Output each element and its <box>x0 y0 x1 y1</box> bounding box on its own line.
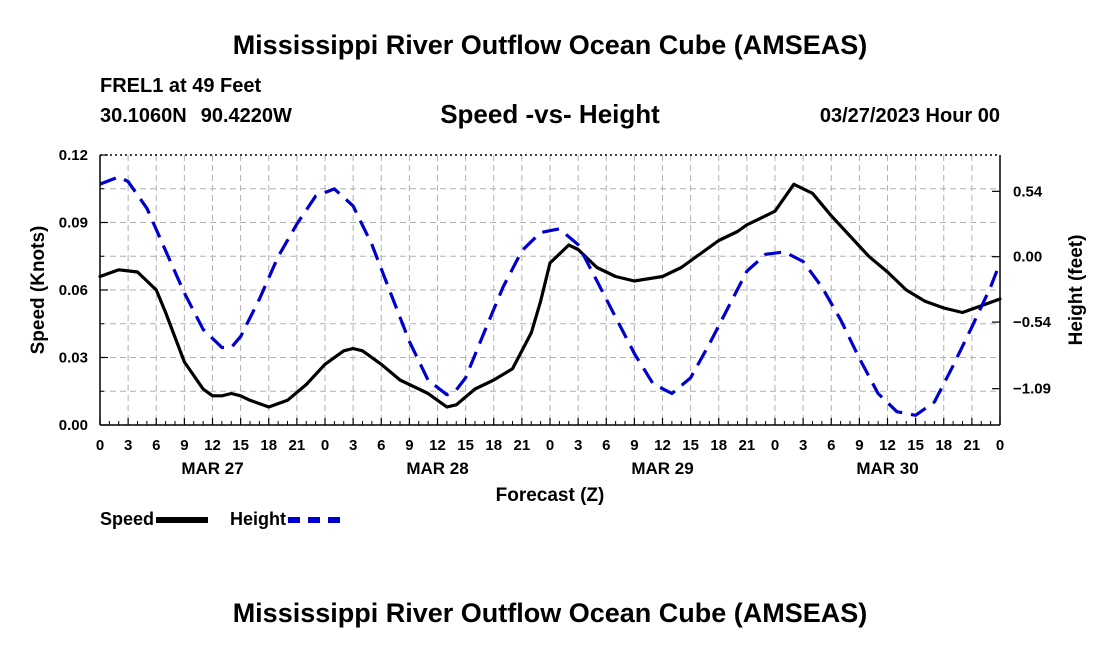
x-tick-label: 15 <box>682 437 699 454</box>
x-tick-label: 21 <box>289 437 306 454</box>
axis-labels: 0 3 6 9 12 15 18 21 0 3 6 9 12 15 18 21 0 3 6 9 12 15 18 21 0 3 6 9… <box>28 147 1087 506</box>
x-tick-label: 9 <box>630 437 638 454</box>
x-tick-label: 12 <box>429 437 446 454</box>
x-tick-label: 0 <box>771 437 779 454</box>
legend-item-speed: Speed <box>100 509 209 530</box>
x-tick-label: 21 <box>739 437 756 454</box>
x-tick-label: 21 <box>964 437 981 454</box>
series-layer <box>98 175 1002 417</box>
y-axis-title-left: Speed (Knots) <box>28 226 49 355</box>
x-tick-label: 0 <box>96 437 104 454</box>
x-tick-label: 0 <box>996 437 1004 454</box>
latitude-label: 30.1060N <box>100 105 187 127</box>
x-tick-label: 6 <box>152 437 160 454</box>
x-tick-label: 6 <box>602 437 610 454</box>
speed-line-swatch <box>156 517 209 524</box>
legend-item-height: Height <box>230 509 340 530</box>
x-tick-label: 0 <box>546 437 554 454</box>
legend-height-label: Height <box>230 509 286 529</box>
x-tick-label: 9 <box>405 437 413 454</box>
day-label: MAR 27 <box>181 459 243 478</box>
y-tick-label-left: 0.06 <box>59 282 88 299</box>
x-tick-label: 6 <box>377 437 385 454</box>
y-tick-label-right: 0.54 <box>1013 183 1043 200</box>
longitude-label: 90.4220W <box>200 105 292 127</box>
x-tick-label: 18 <box>260 437 277 454</box>
y-tick-label-left: 0.12 <box>59 147 88 164</box>
x-tick-label: 3 <box>349 437 357 454</box>
x-tick-label: 12 <box>204 437 221 454</box>
x-tick-label: 18 <box>485 437 502 454</box>
height-line-swatch <box>288 517 340 524</box>
chart-subtitle: Speed -vs- Height <box>440 99 660 129</box>
x-tick-label: 3 <box>799 437 807 454</box>
y-tick-label-left: 0.09 <box>59 215 88 232</box>
coordinates-label: 30.1060N 90.4220W <box>100 105 292 128</box>
x-tick-label: 21 <box>514 437 531 454</box>
y-tick-label-right: −0.54 <box>1013 314 1052 331</box>
x-tick-label: 3 <box>574 437 582 454</box>
x-tick-label: 15 <box>232 437 249 454</box>
x-tick-label: 9 <box>855 437 863 454</box>
chart-title: Mississippi River Outflow Ocean Cube (AM… <box>232 30 868 60</box>
series-line-height <box>99 175 1002 417</box>
day-label: MAR 30 <box>856 459 918 478</box>
x-tick-label: 9 <box>180 437 188 454</box>
day-label: MAR 28 <box>406 459 468 478</box>
x-tick-label: 18 <box>710 437 727 454</box>
x-axis-title: Forecast (Z) <box>496 485 605 506</box>
x-tick-label: 3 <box>124 437 132 454</box>
x-tick-label: 18 <box>935 437 952 454</box>
legend-speed-label: Speed <box>100 509 155 529</box>
axes <box>99 154 1001 426</box>
x-tick-label: 15 <box>907 437 924 454</box>
grid <box>100 155 1000 425</box>
day-label: MAR 29 <box>631 459 693 478</box>
y-tick-label-left: 0.00 <box>59 417 88 434</box>
x-tick-label: 12 <box>654 437 671 454</box>
y-axis-title-right: Height (feet) <box>1066 235 1087 346</box>
y-tick-label-right: 0.00 <box>1013 249 1042 266</box>
y-tick-label-left: 0.03 <box>59 350 88 367</box>
y-tick-label-right: −1.09 <box>1013 381 1051 398</box>
bottom-title: Mississippi River Outflow Ocean Cube (AM… <box>232 598 868 628</box>
x-tick-label: 0 <box>321 437 329 454</box>
station-label: FREL1 at 49 Feet <box>100 75 262 97</box>
x-tick-label: 12 <box>879 437 896 454</box>
x-tick-label: 15 <box>457 437 474 454</box>
series-line-speed <box>98 182 1002 409</box>
x-tick-label: 6 <box>827 437 835 454</box>
forecast-datetime: 03/27/2023 Hour 00 <box>819 105 1000 127</box>
